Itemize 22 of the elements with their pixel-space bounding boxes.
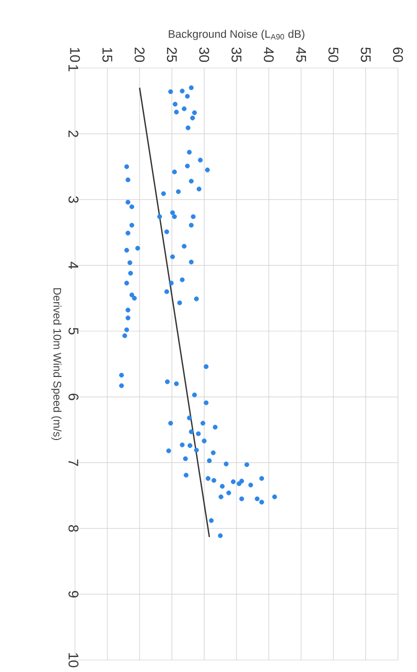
y-axis-title: Derived 10m Wind Speed (m/s)	[51, 288, 62, 440]
x-tick-label: 20	[134, 48, 145, 62]
x-tick-label: 15	[102, 48, 112, 62]
y-tick-label: 4	[68, 262, 78, 269]
x-axis-title: Background Noise (L$_{A90}$ dB)	[168, 30, 304, 40]
y-tick-label: 6	[68, 394, 78, 400]
y-tick-label: 1	[68, 65, 78, 72]
y-tick-label: 10	[68, 653, 78, 668]
y-tick-label: 8	[68, 525, 78, 532]
x-tick-label: 45	[296, 47, 306, 62]
y-tick-label: 2	[68, 130, 78, 137]
x-tick-label: 60	[393, 48, 403, 62]
x-tick-label: 30	[199, 47, 210, 62]
x-tick-label: 55	[360, 47, 371, 62]
y-tick-label: 7	[68, 459, 78, 466]
x-tick-label: 25	[166, 48, 177, 62]
x-tick-label: 50	[328, 47, 338, 62]
y-tick-label: 5	[68, 328, 78, 334]
x-tick-label: 40	[264, 47, 274, 62]
y-tick-label: 9	[68, 590, 78, 598]
y-tick-label: 3	[68, 196, 78, 203]
x-tick-label: 35	[232, 47, 242, 62]
